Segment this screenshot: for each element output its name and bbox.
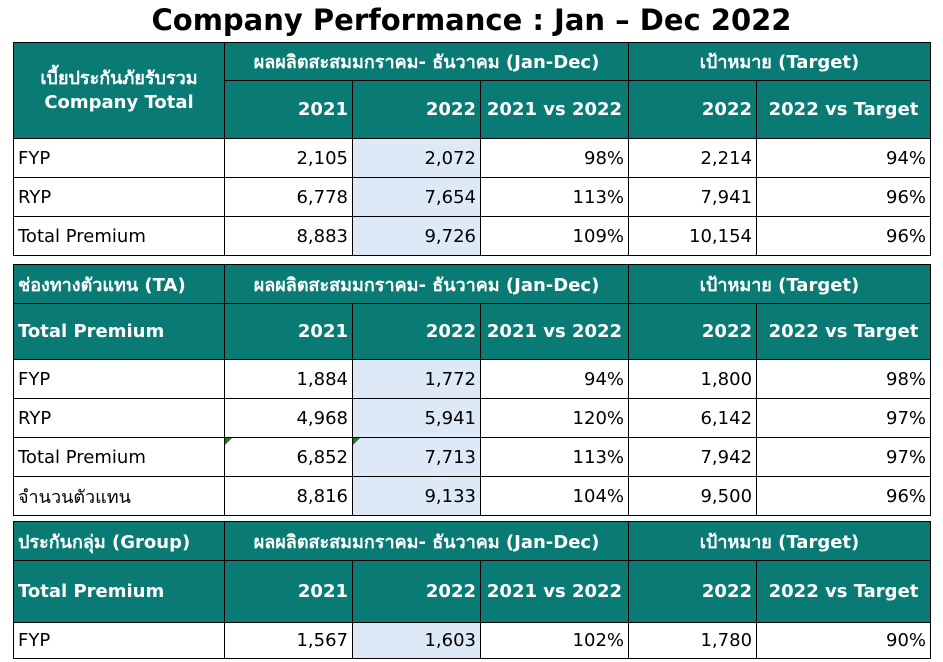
col-header-2021: 2021 <box>224 80 353 139</box>
value-target: 7,941 <box>628 177 758 217</box>
table-row: Total Premium 8,883 9,726 109% 10,154 96… <box>13 216 932 256</box>
value-2022: 1,603 <box>352 622 481 659</box>
value-2022: 5,941 <box>352 398 481 438</box>
row-label: RYP <box>13 177 225 217</box>
col-header-2022-vs-target: 2022 vs Target <box>756 80 932 139</box>
table-row: Total Premium 6,852 7,713 113% 7,942 97% <box>13 437 932 477</box>
group-header-target: เป้าหมาย (Target) <box>628 264 932 304</box>
section-label-english: Company Total <box>44 91 194 113</box>
table-row: FYP 1,567 1,603 102% 1,780 90% <box>13 622 932 659</box>
value-target: 10,154 <box>628 216 758 256</box>
value-target: 1,800 <box>628 359 758 399</box>
value-2021-vs-2022: 104% <box>479 476 630 516</box>
col-header-2021: 2021 <box>224 560 353 623</box>
col-header-2021-vs-2022: 2021 vs 2022 <box>479 560 630 623</box>
col-header-2022-vs-target: 2022 vs Target <box>756 560 932 623</box>
value-2021-vs-2022: 113% <box>479 437 630 477</box>
col-header-2021-vs-2022: 2021 vs 2022 <box>479 80 630 139</box>
value-vs-target: 96% <box>756 177 932 217</box>
col-header-2022: 2022 <box>352 560 481 623</box>
value-2022: 7,654 <box>352 177 481 217</box>
row-label: RYP <box>13 398 225 438</box>
table-row: จำนวนตัวแทน 8,816 9,133 104% 9,500 96% <box>13 476 932 516</box>
table-row: FYP 1,884 1,772 94% 1,800 98% <box>13 359 932 399</box>
value-2021: 6,852 <box>224 437 353 477</box>
row-label: Total Premium <box>13 437 225 477</box>
company-total-table: เบี้ยประกันภัยรับรวม Company Total ผลผลิ… <box>13 42 932 256</box>
value-vs-target: 96% <box>756 216 932 256</box>
value-2021-vs-2022: 98% <box>479 138 630 178</box>
table-row: RYP 4,968 5,941 120% 6,142 97% <box>13 398 932 438</box>
section-label-thai: ประกันกลุ่ม (Group) <box>13 521 225 561</box>
section-label-thai: เบี้ยประกันภัยรับรวม <box>40 67 198 89</box>
group-header-actual: ผลผลิตสะสมมกราคม- ธันวาคม (Jan-Dec) <box>223 521 630 561</box>
value-vs-target: 96% <box>756 476 932 516</box>
value-2021: 8,816 <box>224 476 353 516</box>
value-2022: 9,726 <box>352 216 481 256</box>
group-insurance-table: ประกันกลุ่ม (Group) ผลผลิตสะสมมกราคม- ธั… <box>13 521 932 659</box>
col-header-target-2022: 2022 <box>628 560 758 623</box>
value-target: 6,142 <box>628 398 758 438</box>
group-header-actual: ผลผลิตสะสมมกราคม- ธันวาคม (Jan-Dec) <box>223 42 630 81</box>
section-label-thai: ช่องทางตัวแทน (TA) <box>13 264 225 304</box>
table-row: RYP 6,778 7,654 113% 7,941 96% <box>13 177 932 217</box>
value-target: 9,500 <box>628 476 758 516</box>
agency-ta-table: ช่องทางตัวแทน (TA) ผลผลิตสะสมมกราคม- ธัน… <box>13 264 932 516</box>
value-vs-target: 97% <box>756 437 932 477</box>
col-header-2022: 2022 <box>352 80 481 139</box>
section-label-english: Total Premium <box>13 303 225 360</box>
section-label: เบี้ยประกันภัยรับรวม Company Total <box>13 42 225 139</box>
value-2021: 1,567 <box>224 622 353 659</box>
row-label: จำนวนตัวแทน <box>13 476 225 516</box>
value-target: 1,780 <box>628 622 758 659</box>
row-label: FYP <box>13 138 225 178</box>
group-header-target: เป้าหมาย (Target) <box>628 42 932 81</box>
group-header-target: เป้าหมาย (Target) <box>628 521 932 561</box>
value-vs-target: 97% <box>756 398 932 438</box>
row-label: FYP <box>13 359 225 399</box>
section-label-english: Total Premium <box>13 560 225 623</box>
col-header-target-2022: 2022 <box>628 303 758 360</box>
value-2021-vs-2022: 94% <box>479 359 630 399</box>
col-header-2022: 2022 <box>352 303 481 360</box>
col-header-2022-vs-target: 2022 vs Target <box>756 303 932 360</box>
value-2021: 2,105 <box>224 138 353 178</box>
col-header-2021: 2021 <box>224 303 353 360</box>
row-label: FYP <box>13 622 225 659</box>
value-2021-vs-2022: 113% <box>479 177 630 217</box>
value-2021-vs-2022: 109% <box>479 216 630 256</box>
value-2022: 9,133 <box>352 476 481 516</box>
value-2021-vs-2022: 102% <box>479 622 630 659</box>
value-2021: 8,883 <box>224 216 353 256</box>
value-vs-target: 94% <box>756 138 932 178</box>
col-header-2021-vs-2022: 2021 vs 2022 <box>479 303 630 360</box>
group-header-actual: ผลผลิตสะสมมกราคม- ธันวาคม (Jan-Dec) <box>223 264 630 304</box>
page-title: Company Performance : Jan – Dec 2022 <box>151 3 792 37</box>
value-2021: 1,884 <box>224 359 353 399</box>
value-target: 7,942 <box>628 437 758 477</box>
value-target: 2,214 <box>628 138 758 178</box>
value-vs-target: 90% <box>756 622 932 659</box>
value-2021-vs-2022: 120% <box>479 398 630 438</box>
value-2022: 1,772 <box>352 359 481 399</box>
value-2021: 4,968 <box>224 398 353 438</box>
value-vs-target: 98% <box>756 359 932 399</box>
table-row: FYP 2,105 2,072 98% 2,214 94% <box>13 138 932 178</box>
value-2022: 2,072 <box>352 138 481 178</box>
col-header-target-2022: 2022 <box>628 80 758 139</box>
value-2022: 7,713 <box>352 437 481 477</box>
row-label: Total Premium <box>13 216 225 256</box>
value-2021: 6,778 <box>224 177 353 217</box>
